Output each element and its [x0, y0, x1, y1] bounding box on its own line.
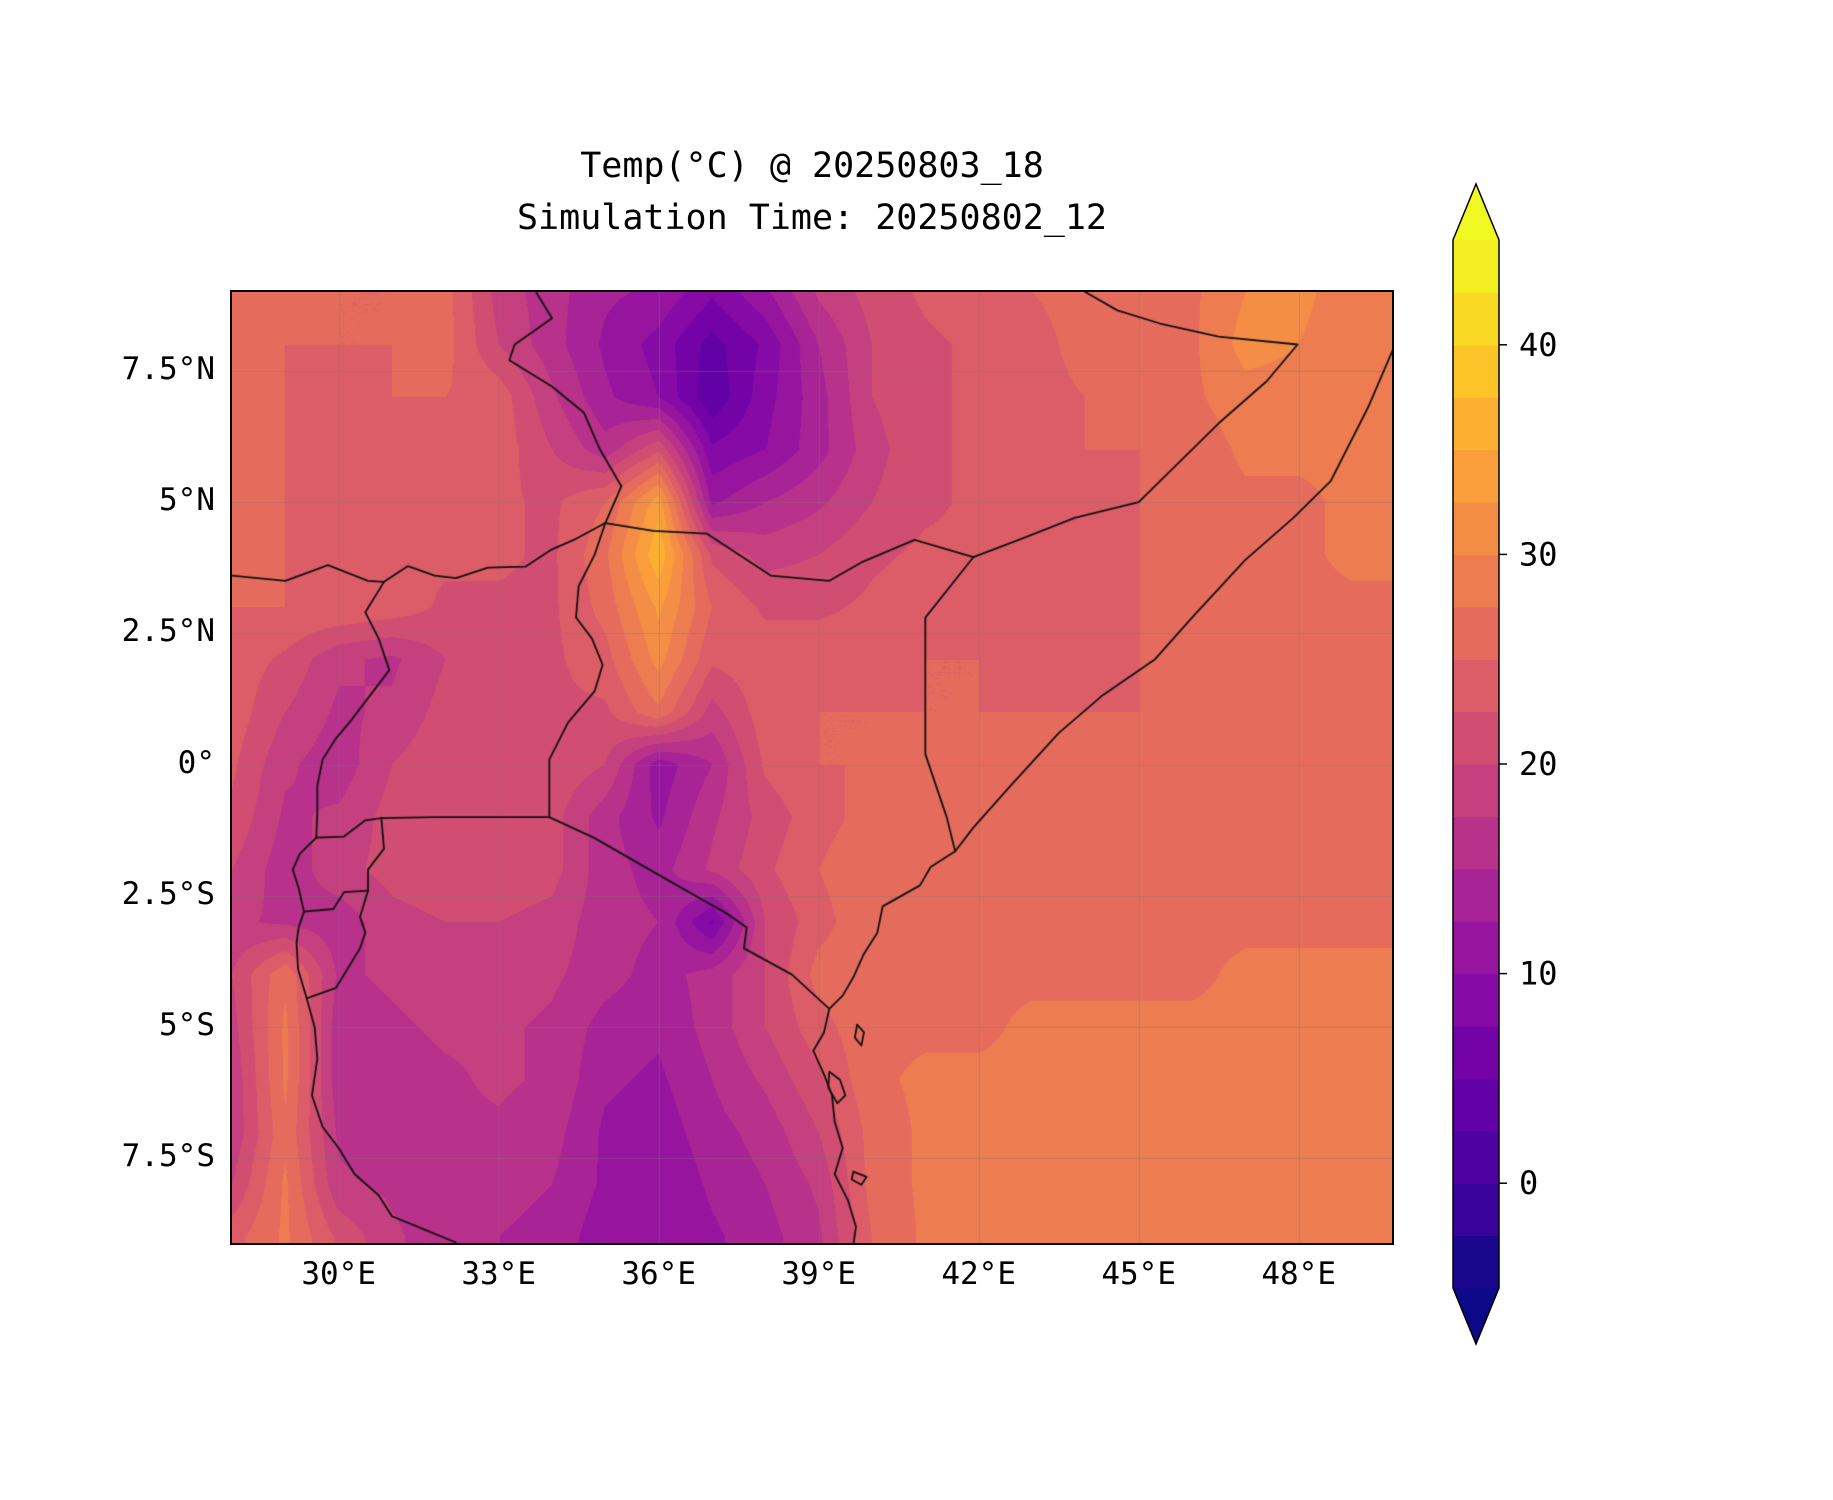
temperature-map-canvas: [232, 292, 1392, 1243]
figure-root: { "title": { "line1": "Temp(°C) @ 202508…: [0, 0, 1833, 1500]
y-axis-tick-label: 5°S: [45, 1007, 215, 1043]
x-axis-tick-label: 45°E: [1069, 1256, 1209, 1292]
colorbar-band: [1453, 554, 1499, 607]
y-axis-tick-label: 2.5°S: [45, 876, 215, 912]
colorbar-under-arrow: [1453, 1288, 1499, 1344]
colorbar-band: [1453, 869, 1499, 922]
colorbar-band: [1453, 292, 1499, 345]
colorbar-tick-label: 10: [1519, 955, 1558, 993]
colorbar-band: [1453, 659, 1499, 712]
y-axis-tick-label: 7.5°S: [45, 1138, 215, 1174]
x-axis-tick-label: 48°E: [1229, 1256, 1369, 1292]
colorbar-band: [1453, 607, 1499, 660]
colorbar-over-arrow: [1453, 184, 1499, 240]
colorbar-band: [1453, 921, 1499, 974]
colorbar: 0 10 20 30 40: [1425, 150, 1665, 1410]
colorbar-band: [1453, 1078, 1499, 1131]
colorbar-band: [1453, 502, 1499, 555]
x-axis-tick-label: 33°E: [429, 1256, 569, 1292]
colorbar-band: [1453, 240, 1499, 293]
y-axis-tick-label: 2.5°N: [45, 613, 215, 649]
x-axis-tick-label: 42°E: [909, 1256, 1049, 1292]
x-axis-tick-label: 39°E: [749, 1256, 889, 1292]
x-axis-tick-label: 30°E: [269, 1256, 409, 1292]
x-axis-tick-label: 36°E: [589, 1256, 729, 1292]
colorbar-tick-label: 30: [1519, 535, 1558, 573]
colorbar-band: [1453, 712, 1499, 765]
y-axis-tick-label: 7.5°N: [45, 351, 215, 387]
plot-title: Temp(°C) @ 20250803_18: [232, 146, 1392, 186]
colorbar-tick-label: 20: [1519, 745, 1558, 783]
colorbar-band: [1453, 397, 1499, 450]
y-axis-tick-label: 5°N: [45, 482, 215, 518]
colorbar-band: [1453, 1131, 1499, 1184]
colorbar-band: [1453, 764, 1499, 817]
colorbar-band: [1453, 1236, 1499, 1289]
plot-subtitle: Simulation Time: 20250802_12: [232, 198, 1392, 238]
colorbar-tick-label: 0: [1519, 1164, 1538, 1202]
colorbar-tick-label: 40: [1519, 326, 1558, 364]
colorbar-band: [1453, 345, 1499, 398]
y-axis-tick-label: 0°: [45, 745, 215, 781]
colorbar-band: [1453, 1183, 1499, 1236]
colorbar-band: [1453, 974, 1499, 1027]
colorbar-band: [1453, 1026, 1499, 1079]
colorbar-band: [1453, 816, 1499, 869]
colorbar-band: [1453, 450, 1499, 503]
